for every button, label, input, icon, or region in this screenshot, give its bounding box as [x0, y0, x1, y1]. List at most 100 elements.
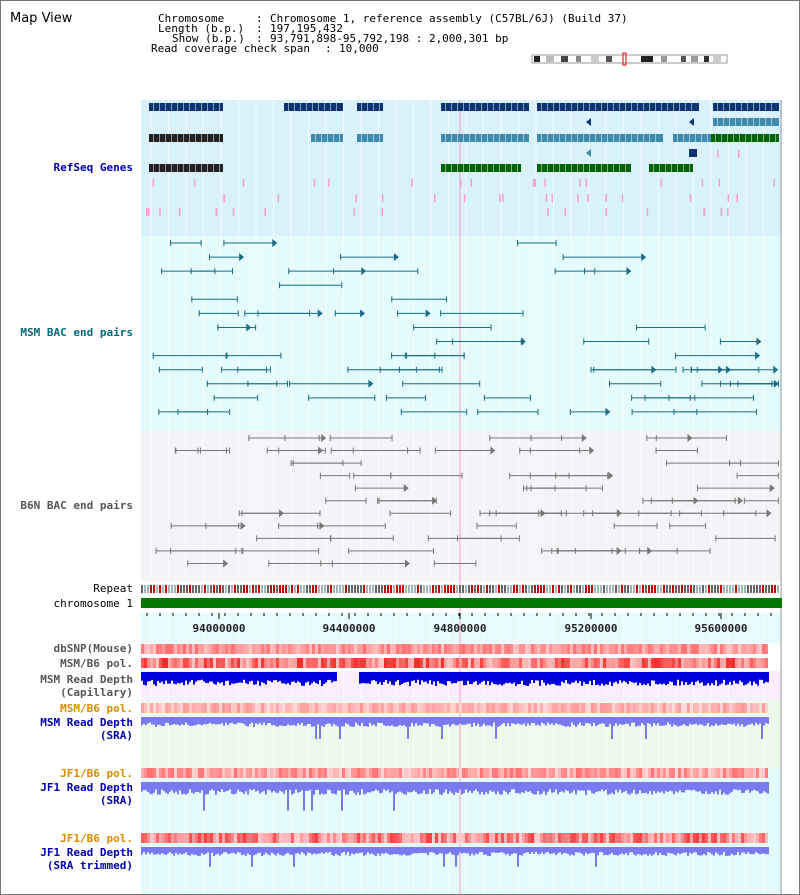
msm-depth-sra-bar	[697, 717, 699, 726]
jf1-pol-strip-cell	[324, 768, 327, 778]
msm-pol-strip-cell	[210, 658, 213, 668]
track-label-jf1-pol[interactable]: JF1/B6 pol.	[60, 767, 133, 780]
jf1-pol-strip-cell	[489, 768, 492, 778]
jf1-pol-strip-cell	[270, 768, 273, 778]
jf1-pol-strip-cell	[555, 768, 558, 778]
repeat-tick	[555, 585, 557, 593]
jf1-depth-trim-bar	[455, 847, 457, 867]
refseq-snp-tick	[381, 194, 384, 202]
dbsnp-strip-cell	[234, 644, 237, 654]
msm-depth-cap-bar	[399, 672, 401, 686]
jf1-pol-strip-cell	[387, 768, 390, 778]
jf1-depth-sra-bar	[537, 782, 539, 792]
jf1-depth-trim-bar	[691, 847, 693, 854]
msm-depth-sra-bar	[485, 717, 487, 726]
b6n-bac-pair-end	[290, 460, 292, 467]
track-label-msm-pol-sra[interactable]: MSM/B6 pol.	[60, 702, 133, 715]
jf1-pol-strip-cell	[558, 768, 561, 778]
msm-depth-sra-bar	[357, 717, 359, 725]
msm-depth-sra-bar	[511, 717, 513, 724]
jf1-depth-sra-bar	[225, 782, 227, 792]
jf1-pol-trim-strip-cell	[603, 833, 606, 843]
msm-depth-sra-bar	[233, 717, 235, 725]
jf1-pol-trim-strip-cell	[681, 833, 684, 843]
refseq-gene-b0-tick	[753, 118, 754, 126]
dbsnp-strip-cell	[288, 644, 291, 654]
msm-depth-cap-bar	[359, 672, 361, 684]
jf1-pol-strip-cell	[195, 768, 198, 778]
track-label-jf1-depth-sra[interactable]: JF1 Read Depth (SRA)	[40, 781, 133, 807]
msm-depth-cap-bar	[271, 672, 273, 683]
track-label-msm-pol[interactable]: MSM/B6 pol.	[60, 657, 133, 670]
dbsnp-strip-cell	[375, 644, 378, 654]
msm-depth-sra-bar	[611, 717, 613, 739]
msm-depth-sra-bar	[661, 717, 663, 726]
jf1-pol-strip-cell	[540, 768, 543, 778]
msm-pol-sra-strip-cell	[357, 703, 360, 713]
chromosome-ideogram[interactable]	[1, 1, 800, 71]
jf1-depth-trim-bar	[251, 847, 253, 867]
dbsnp-strip-cell	[306, 644, 309, 654]
track-label-jf1-depth-trimmed[interactable]: JF1 Read Depth (SRA trimmed)	[40, 846, 133, 872]
msm-depth-sra-bar	[731, 717, 733, 725]
refseq-snp-tick	[328, 179, 330, 187]
msm-pol-strip-cell	[705, 658, 708, 668]
jf1-depth-trim-bar	[491, 847, 493, 853]
refseq-snp-tick	[264, 208, 267, 216]
jf1-depth-sra-bar	[271, 782, 273, 793]
dbsnp-strip-cell	[666, 644, 669, 654]
msm-depth-cap-bar	[753, 672, 755, 682]
track-label-msm-bac[interactable]: MSM BAC end pairs	[20, 326, 133, 339]
msm-depth-sra-bar	[341, 717, 343, 727]
msm-depth-cap-bar	[677, 672, 679, 680]
msm-pol-sra-strip-cell	[723, 703, 726, 713]
b6n-bac-pair-end	[354, 485, 356, 492]
dbsnp-strip-cell	[195, 644, 198, 654]
b6n-bac-pair-arrow	[490, 446, 496, 455]
dbsnp-strip-cell	[735, 644, 738, 654]
jf1-pol-trim-strip-cell	[486, 833, 489, 843]
track-label-jf1-pol-trimmed[interactable]: JF1/B6 pol.	[60, 832, 133, 845]
msm-depth-cap-bar	[457, 672, 459, 682]
jf1-depth-sra-bar	[429, 782, 431, 790]
msm-depth-cap-bar	[475, 672, 477, 682]
jf1-depth-trim-bar	[473, 847, 475, 856]
msm-depth-sra-bar	[743, 717, 745, 727]
jf1-depth-trim-bar	[621, 847, 623, 854]
jf1-depth-trim-bar	[329, 847, 331, 852]
dbsnp-strip-cell	[522, 644, 525, 654]
msm-pol-strip-cell	[312, 658, 315, 668]
track-label-refseq[interactable]: RefSeq Genes	[53, 161, 133, 174]
repeat-tick	[390, 585, 392, 593]
msm-bac-pair-end	[287, 380, 289, 387]
jf1-pol-strip-cell	[594, 768, 597, 778]
jf1-pol-trim-strip-cell	[738, 833, 741, 843]
jf1-depth-trim-bar	[763, 847, 765, 854]
jf1-pol-strip-cell	[219, 768, 222, 778]
jf1-depth-trim-bar	[737, 847, 739, 853]
msm-depth-cap-bar	[515, 672, 517, 686]
refseq-snp-tick	[547, 208, 549, 216]
jf1-depth-sra-bar	[595, 782, 597, 793]
jf1-depth-sra-bar	[163, 782, 165, 792]
msm-pol-strip-cell	[318, 658, 321, 668]
msm-depth-cap-bar	[625, 672, 627, 683]
msm-bac-pair-end	[374, 394, 376, 401]
msm-depth-sra-bar	[419, 717, 421, 725]
msm-pol-strip-cell	[447, 658, 450, 668]
msm-depth-sra-bar	[157, 717, 159, 725]
msm-depth-sra-bar	[481, 717, 483, 726]
track-label-b6n-bac[interactable]: B6N BAC end pairs	[20, 499, 133, 512]
jf1-pol-strip-cell	[243, 768, 246, 778]
dbsnp-strip-cell	[285, 644, 288, 654]
msm-pol-sra-strip-cell	[636, 703, 639, 713]
track-label-msm-depth-capillary[interactable]: MSM Read Depth (Capillary)	[40, 673, 133, 699]
track-label-msm-depth-sra[interactable]: MSM Read Depth (SRA)	[40, 716, 133, 742]
dbsnp-strip-cell	[711, 644, 714, 654]
msm-depth-cap-bar	[143, 672, 145, 685]
msm-depth-cap-bar	[703, 672, 705, 686]
jf1-pol-strip-cell	[309, 768, 312, 778]
track-label-dbsnp[interactable]: dbSNP(Mouse)	[53, 642, 133, 655]
msm-depth-sra-bar	[711, 717, 713, 726]
